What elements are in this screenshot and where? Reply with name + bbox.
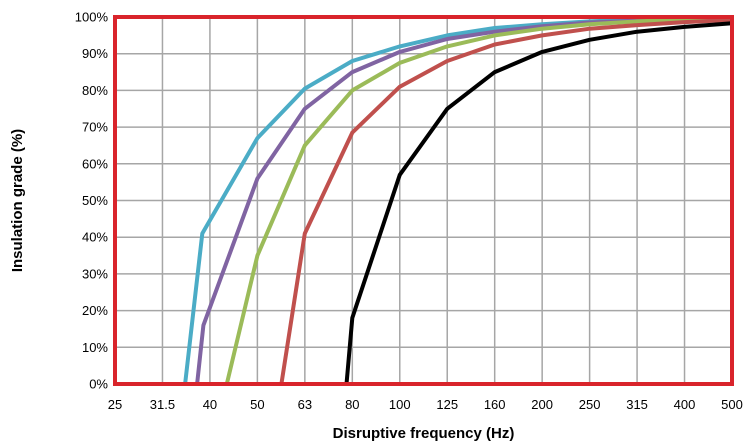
x-tick-label: 100 bbox=[389, 397, 411, 412]
series-line-4 bbox=[279, 17, 733, 385]
x-tick-label: 80 bbox=[345, 397, 359, 412]
plot-border-layer bbox=[113, 15, 734, 386]
y-tick-labels: 0% 10% 20% 30% 40% 50% 60% 70% 80% 90% 100% bbox=[75, 10, 109, 392]
x-tick-label: 250 bbox=[579, 397, 601, 412]
x-tick-label: 200 bbox=[531, 397, 553, 412]
x-tick-label: 31.5 bbox=[150, 397, 175, 412]
x-tick-label: 315 bbox=[626, 397, 648, 412]
y-tick-label: 0% bbox=[89, 377, 108, 392]
plot-border bbox=[113, 15, 734, 386]
y-tick-label: 50% bbox=[82, 193, 108, 208]
y-tick-label: 20% bbox=[82, 303, 108, 318]
y-tick-label: 10% bbox=[82, 340, 108, 355]
y-axis-title: Insulation grade (%) bbox=[9, 129, 26, 272]
series-lines bbox=[183, 15, 733, 385]
y-tick-label: 90% bbox=[82, 46, 108, 61]
series-line-3 bbox=[224, 16, 733, 385]
x-tick-label: 50 bbox=[250, 397, 264, 412]
y-tick-label: 100% bbox=[75, 10, 109, 25]
x-tick-label: 25 bbox=[108, 397, 122, 412]
series-line-5 bbox=[344, 21, 733, 385]
grid-lines bbox=[115, 17, 732, 384]
x-tick-label: 125 bbox=[436, 397, 458, 412]
y-tick-label: 30% bbox=[82, 266, 108, 281]
x-tick-label: 400 bbox=[674, 397, 696, 412]
y-tick-label: 40% bbox=[82, 230, 108, 245]
x-tick-label: 40 bbox=[203, 397, 217, 412]
x-tick-label: 63 bbox=[298, 397, 312, 412]
y-tick-label: 80% bbox=[82, 83, 108, 98]
x-tick-labels: 25 31.5 40 50 63 80 100 125 160 200 250 315 400 500 bbox=[108, 397, 743, 412]
x-axis-title: Disruptive frequency (Hz) bbox=[333, 425, 515, 442]
y-tick-label: 60% bbox=[82, 156, 108, 171]
x-tick-label: 500 bbox=[721, 397, 743, 412]
x-tick-label: 160 bbox=[484, 397, 506, 412]
y-tick-label: 70% bbox=[82, 120, 108, 135]
